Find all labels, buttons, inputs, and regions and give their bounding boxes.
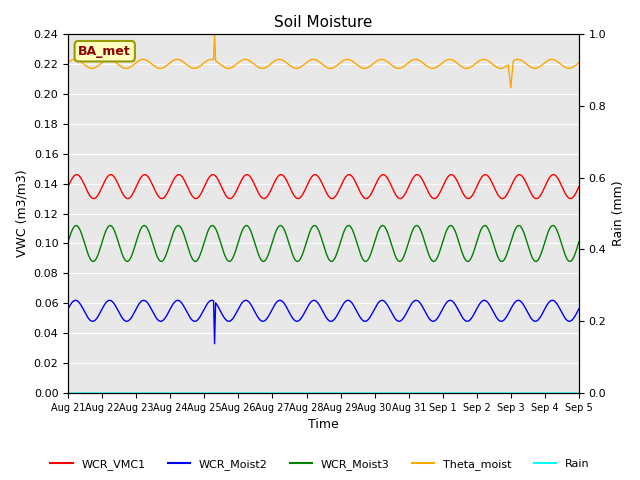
Legend: WCR_VMC1, WCR_Moist2, WCR_Moist3, Theta_moist, Rain: WCR_VMC1, WCR_Moist2, WCR_Moist3, Theta_…: [46, 455, 594, 474]
Y-axis label: Rain (mm): Rain (mm): [612, 181, 625, 246]
Y-axis label: VWC (m3/m3): VWC (m3/m3): [15, 170, 28, 257]
X-axis label: Time: Time: [308, 419, 339, 432]
Text: BA_met: BA_met: [78, 45, 131, 58]
Title: Soil Moisture: Soil Moisture: [275, 15, 372, 30]
